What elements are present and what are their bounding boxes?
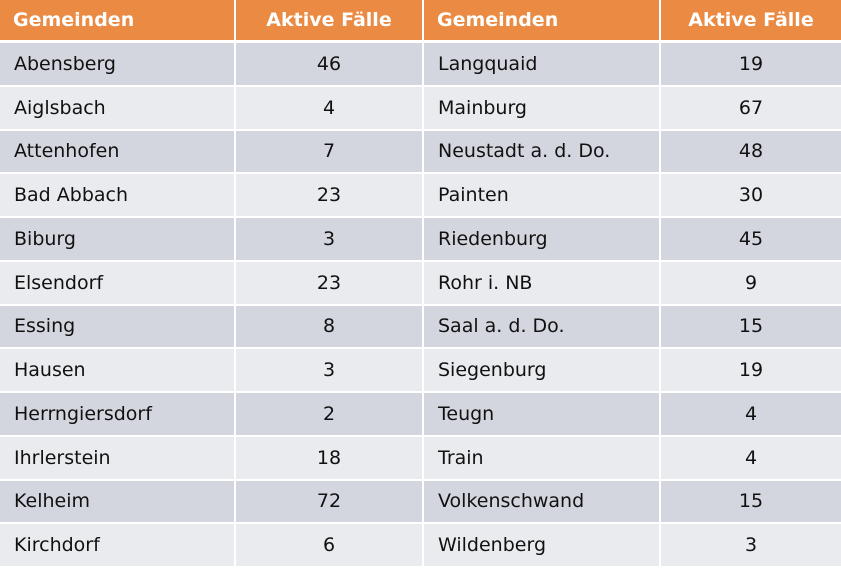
active-cases-count: 67 [660,85,841,131]
active-cases-count: 15 [660,304,841,350]
active-cases-count: 8 [235,304,424,350]
municipality-name: Herrngiersdorf [0,392,236,437]
active-cases-count: 3 [235,217,424,262]
municipality-name: Volkenschwand [423,479,661,525]
municipality-name: Neustadt a. d. Do. [423,129,661,175]
municipality-name: Bad Abbach [0,173,236,218]
table-row: Kelheim 72 Volkenschwand 15 [0,479,841,525]
active-cases-count: 23 [235,173,424,218]
active-cases-count: 48 [660,129,841,175]
table-row: Bad Abbach 23 Painten 30 [0,173,841,218]
header-active-cases-left: Aktive Fälle [235,0,424,43]
header-municipality-left: Gemeinden [0,0,236,43]
active-cases-count: 72 [235,479,424,525]
active-cases-count: 3 [235,348,424,393]
active-cases-count: 4 [235,85,424,131]
municipality-name: Mainburg [423,85,661,131]
municipality-name: Train [423,435,661,481]
municipality-name: Kirchdorf [0,523,236,568]
municipality-name: Painten [423,173,661,218]
table-row: Abensberg 46 Langquaid 19 [0,41,841,87]
table-row: Biburg 3 Riedenburg 45 [0,217,841,262]
table-row: Essing 8 Saal a. d. Do. 15 [0,304,841,350]
table-row: Herrngiersdorf 2 Teugn 4 [0,392,841,437]
municipality-name: Langquaid [423,41,661,87]
municipality-name: Siegenburg [423,348,661,393]
table-row: Hausen 3 Siegenburg 19 [0,348,841,393]
active-cases-count: 4 [660,392,841,437]
municipality-name: Abensberg [0,41,236,87]
table-body: Abensberg 46 Langquaid 19 Aiglsbach 4 Ma… [0,41,841,568]
header-municipality-right: Gemeinden [423,0,661,43]
municipality-name: Wildenberg [423,523,661,568]
active-cases-count: 3 [660,523,841,568]
active-cases-count: 23 [235,260,424,306]
table-header-row: Gemeinden Aktive Fälle Gemeinden Aktive … [0,0,841,43]
header-active-cases-right: Aktive Fälle [660,0,841,43]
active-cases-count: 45 [660,217,841,262]
municipality-name: Rohr i. NB [423,260,661,306]
municipality-name: Riedenburg [423,217,661,262]
municipality-name: Aiglsbach [0,85,236,131]
active-cases-count: 7 [235,129,424,175]
municipality-name: Essing [0,304,236,350]
active-cases-count: 19 [660,41,841,87]
active-cases-count: 2 [235,392,424,437]
active-cases-count: 4 [660,435,841,481]
table-row: Attenhofen 7 Neustadt a. d. Do. 48 [0,129,841,175]
municipality-name: Elsendorf [0,260,236,306]
table-row: Kirchdorf 6 Wildenberg 3 [0,523,841,568]
active-cases-count: 46 [235,41,424,87]
municipality-name: Ihrlerstein [0,435,236,481]
active-cases-count: 6 [235,523,424,568]
municipality-name: Biburg [0,217,236,262]
active-cases-count: 9 [660,260,841,306]
active-cases-count: 19 [660,348,841,393]
table-row: Elsendorf 23 Rohr i. NB 9 [0,260,841,306]
municipality-name: Kelheim [0,479,236,525]
municipality-name: Teugn [423,392,661,437]
municipality-name: Hausen [0,348,236,393]
active-cases-count: 15 [660,479,841,525]
active-cases-count: 30 [660,173,841,218]
table-row: Aiglsbach 4 Mainburg 67 [0,85,841,131]
municipality-name: Attenhofen [0,129,236,175]
active-cases-count: 18 [235,435,424,481]
table-row: Ihrlerstein 18 Train 4 [0,435,841,481]
municipality-name: Saal a. d. Do. [423,304,661,350]
